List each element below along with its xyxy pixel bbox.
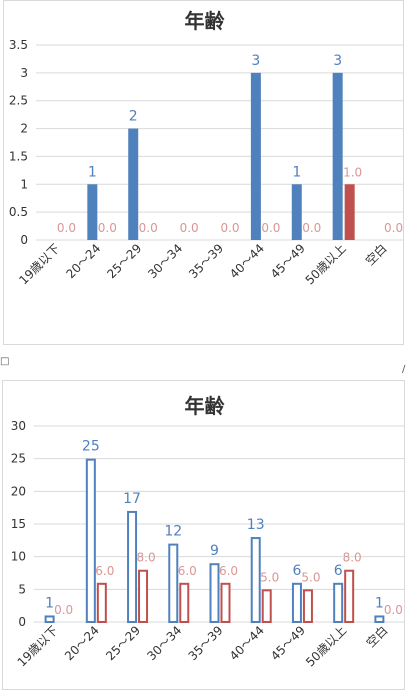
x-category-label: 19歳以下 [16, 241, 62, 287]
y-tick-label: 15 [11, 517, 26, 531]
data-label-series-1: 9 [210, 543, 219, 559]
data-label-series-1: 3 [333, 53, 342, 69]
y-tick-label: 30 [11, 419, 26, 433]
data-label-series-1: 1 [375, 595, 384, 611]
x-category-label: 20～24 [63, 241, 103, 281]
data-label-series-2: 0.0 [220, 221, 239, 235]
x-category-label: 35～39 [186, 241, 226, 281]
bar-series-1 [250, 72, 261, 240]
data-label-series-2: 0.0 [180, 221, 199, 235]
bar-series-2 [96, 582, 107, 624]
bar-series-2 [344, 184, 355, 240]
x-category-label: 25～29 [103, 623, 143, 663]
bar-series-2 [179, 582, 190, 624]
bar-series-1 [87, 184, 98, 240]
top-chart-panel: 年齢 0 0.5 1 1.5 2 2.5 3 3.5 1 2 3 1 3 0.0 0.0 0.0 0.0 0.0 0.… [3, 0, 404, 345]
y-tick-label: 3 [20, 66, 28, 80]
y-tick-label: 1.5 [9, 149, 28, 163]
data-label-series-2: 0.0 [98, 221, 117, 235]
data-label-series-2: 8.0 [137, 551, 156, 565]
data-label-series-1: 12 [164, 524, 182, 540]
data-label-series-2: 0.0 [57, 221, 76, 235]
data-label-series-2: 1.0 [343, 165, 362, 179]
chart-svg-1: 年齢 0 0.5 1 1.5 2 2.5 3 3.5 1 2 3 1 3 0.0 0.0 0.0 0.0 0.0 0.… [9, 9, 404, 287]
y-tick-label: 0 [20, 233, 28, 247]
x-category-label: 35～39 [186, 623, 226, 663]
y-tick-label: 2 [20, 122, 28, 136]
bar-series-1 [85, 458, 96, 623]
bar-series-1 [332, 72, 343, 240]
data-label-series-1: 2 [129, 109, 138, 125]
y-tick-label: 20 [11, 484, 26, 498]
data-label-series-2: 0.0 [302, 221, 321, 235]
bar-series-1 [168, 543, 179, 624]
data-label-series-2: 5.0 [301, 570, 320, 584]
x-category-label: 19歳以下 [15, 623, 61, 669]
data-label-series-2: 0.0 [261, 221, 280, 235]
data-label-series-2: 0.0 [139, 221, 158, 235]
y-tick-label: 3.5 [9, 38, 28, 52]
data-label-series-1: 13 [247, 517, 265, 533]
x-category-label: 20～24 [62, 623, 102, 663]
x-category-label: 50歳以上 [303, 623, 349, 669]
x-category-label: 空白 [363, 623, 391, 651]
y-tick-label: 25 [11, 452, 26, 466]
bar-series-1 [333, 582, 344, 624]
x-category-label: 40～44 [227, 623, 267, 663]
x-category-label: 45～49 [268, 241, 308, 281]
bar-series-1 [127, 510, 138, 623]
data-label-series-2: 6.0 [178, 564, 197, 578]
data-label-series-1: 25 [82, 439, 100, 455]
chart-title: 年齢 [185, 394, 226, 418]
data-label-series-2: 0.0 [384, 603, 403, 617]
y-tick-label: 2.5 [9, 94, 28, 108]
x-category-label: 30～34 [144, 623, 184, 663]
data-label-series-2: 0.0 [54, 603, 73, 617]
y-tick-label: 5 [18, 582, 26, 596]
data-label-series-2: 8.0 [343, 551, 362, 565]
bar-series-2 [344, 569, 355, 624]
stray-slash-mark: / [402, 364, 406, 375]
data-label-series-2: 6.0 [95, 564, 114, 578]
bar-series-1 [128, 128, 139, 240]
chart-title: 年齢 [185, 9, 226, 33]
data-label-series-1: 1 [88, 164, 97, 180]
y-tick-label: 0 [18, 615, 26, 629]
bar-series-2 [138, 569, 149, 624]
y-tick-label: 0.5 [9, 205, 28, 219]
data-label-series-1: 6 [334, 563, 343, 579]
bar-series-1 [291, 582, 302, 624]
data-label-series-1: 6 [292, 563, 301, 579]
data-label-series-2: 6.0 [219, 564, 238, 578]
bottom-chart-panel: 年齢 0 5 10 15 20 25 30 1 25 17 12 9 13 6 6 1 0.0 6.0 8.0 6.0 6… [2, 380, 405, 690]
data-label-series-1: 17 [123, 491, 141, 507]
data-label-series-1: 1 [45, 595, 54, 611]
bar-series-1 [374, 615, 385, 623]
bar-series-2 [261, 589, 272, 623]
x-category-label: 45～49 [268, 623, 308, 663]
x-category-label: 空白 [362, 241, 390, 269]
bar-series-2 [302, 589, 313, 623]
x-category-label: 40～44 [227, 241, 267, 281]
y-tick-label: 1 [20, 177, 28, 191]
bar-series-1 [250, 537, 261, 623]
y-tick-label: 10 [11, 550, 26, 564]
data-label-series-1: 3 [251, 53, 260, 69]
bar-series-2 [220, 582, 231, 624]
x-category-label: 25～29 [104, 241, 144, 281]
bar-series-1 [209, 563, 220, 623]
x-category-label: 50歳以上 [303, 241, 349, 287]
data-label-series-2: 5.0 [260, 570, 279, 584]
bar-series-1 [291, 184, 302, 240]
data-label-series-2: 0.0 [384, 221, 403, 235]
stray-box-mark: □ [0, 356, 10, 367]
bar-series-1 [44, 615, 55, 623]
x-category-label: 30～34 [145, 241, 185, 281]
data-label-series-1: 1 [292, 164, 301, 180]
